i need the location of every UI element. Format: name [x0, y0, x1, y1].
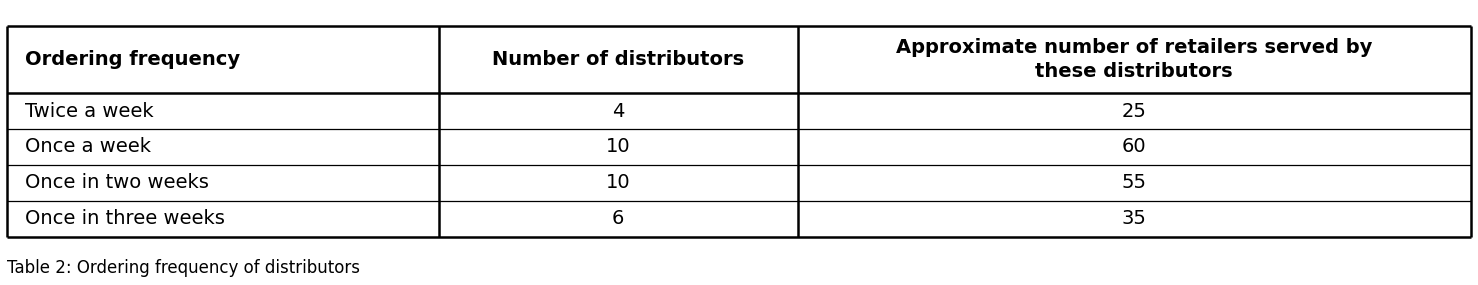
Text: 10: 10 — [606, 173, 631, 192]
Text: Ordering frequency: Ordering frequency — [25, 50, 241, 69]
Text: Once in three weeks: Once in three weeks — [25, 209, 225, 228]
Text: 25: 25 — [1122, 101, 1147, 121]
Bar — [798, 129, 1471, 165]
Bar — [798, 165, 1471, 201]
Text: Once a week: Once a week — [25, 137, 151, 156]
Text: Approximate number of retailers served by
these distributors: Approximate number of retailers served b… — [896, 38, 1372, 81]
Bar — [7, 165, 439, 201]
Bar — [7, 26, 439, 93]
Bar — [439, 26, 798, 93]
Bar — [7, 129, 439, 165]
Text: 55: 55 — [1122, 173, 1147, 192]
Text: Twice a week: Twice a week — [25, 101, 154, 121]
Text: 6: 6 — [612, 209, 625, 228]
Text: 60: 60 — [1122, 137, 1147, 156]
Bar — [798, 201, 1471, 237]
Bar — [798, 93, 1471, 129]
Text: Number of distributors: Number of distributors — [492, 50, 745, 69]
Bar — [439, 93, 798, 129]
Bar — [439, 165, 798, 201]
Text: Table 2: Ordering frequency of distributors: Table 2: Ordering frequency of distribut… — [7, 259, 361, 277]
Text: 10: 10 — [606, 137, 631, 156]
Text: 4: 4 — [612, 101, 625, 121]
Bar — [439, 129, 798, 165]
Text: 35: 35 — [1122, 209, 1147, 228]
Bar — [7, 93, 439, 129]
Bar — [798, 26, 1471, 93]
Bar — [7, 201, 439, 237]
Bar — [439, 201, 798, 237]
Text: Once in two weeks: Once in two weeks — [25, 173, 208, 192]
